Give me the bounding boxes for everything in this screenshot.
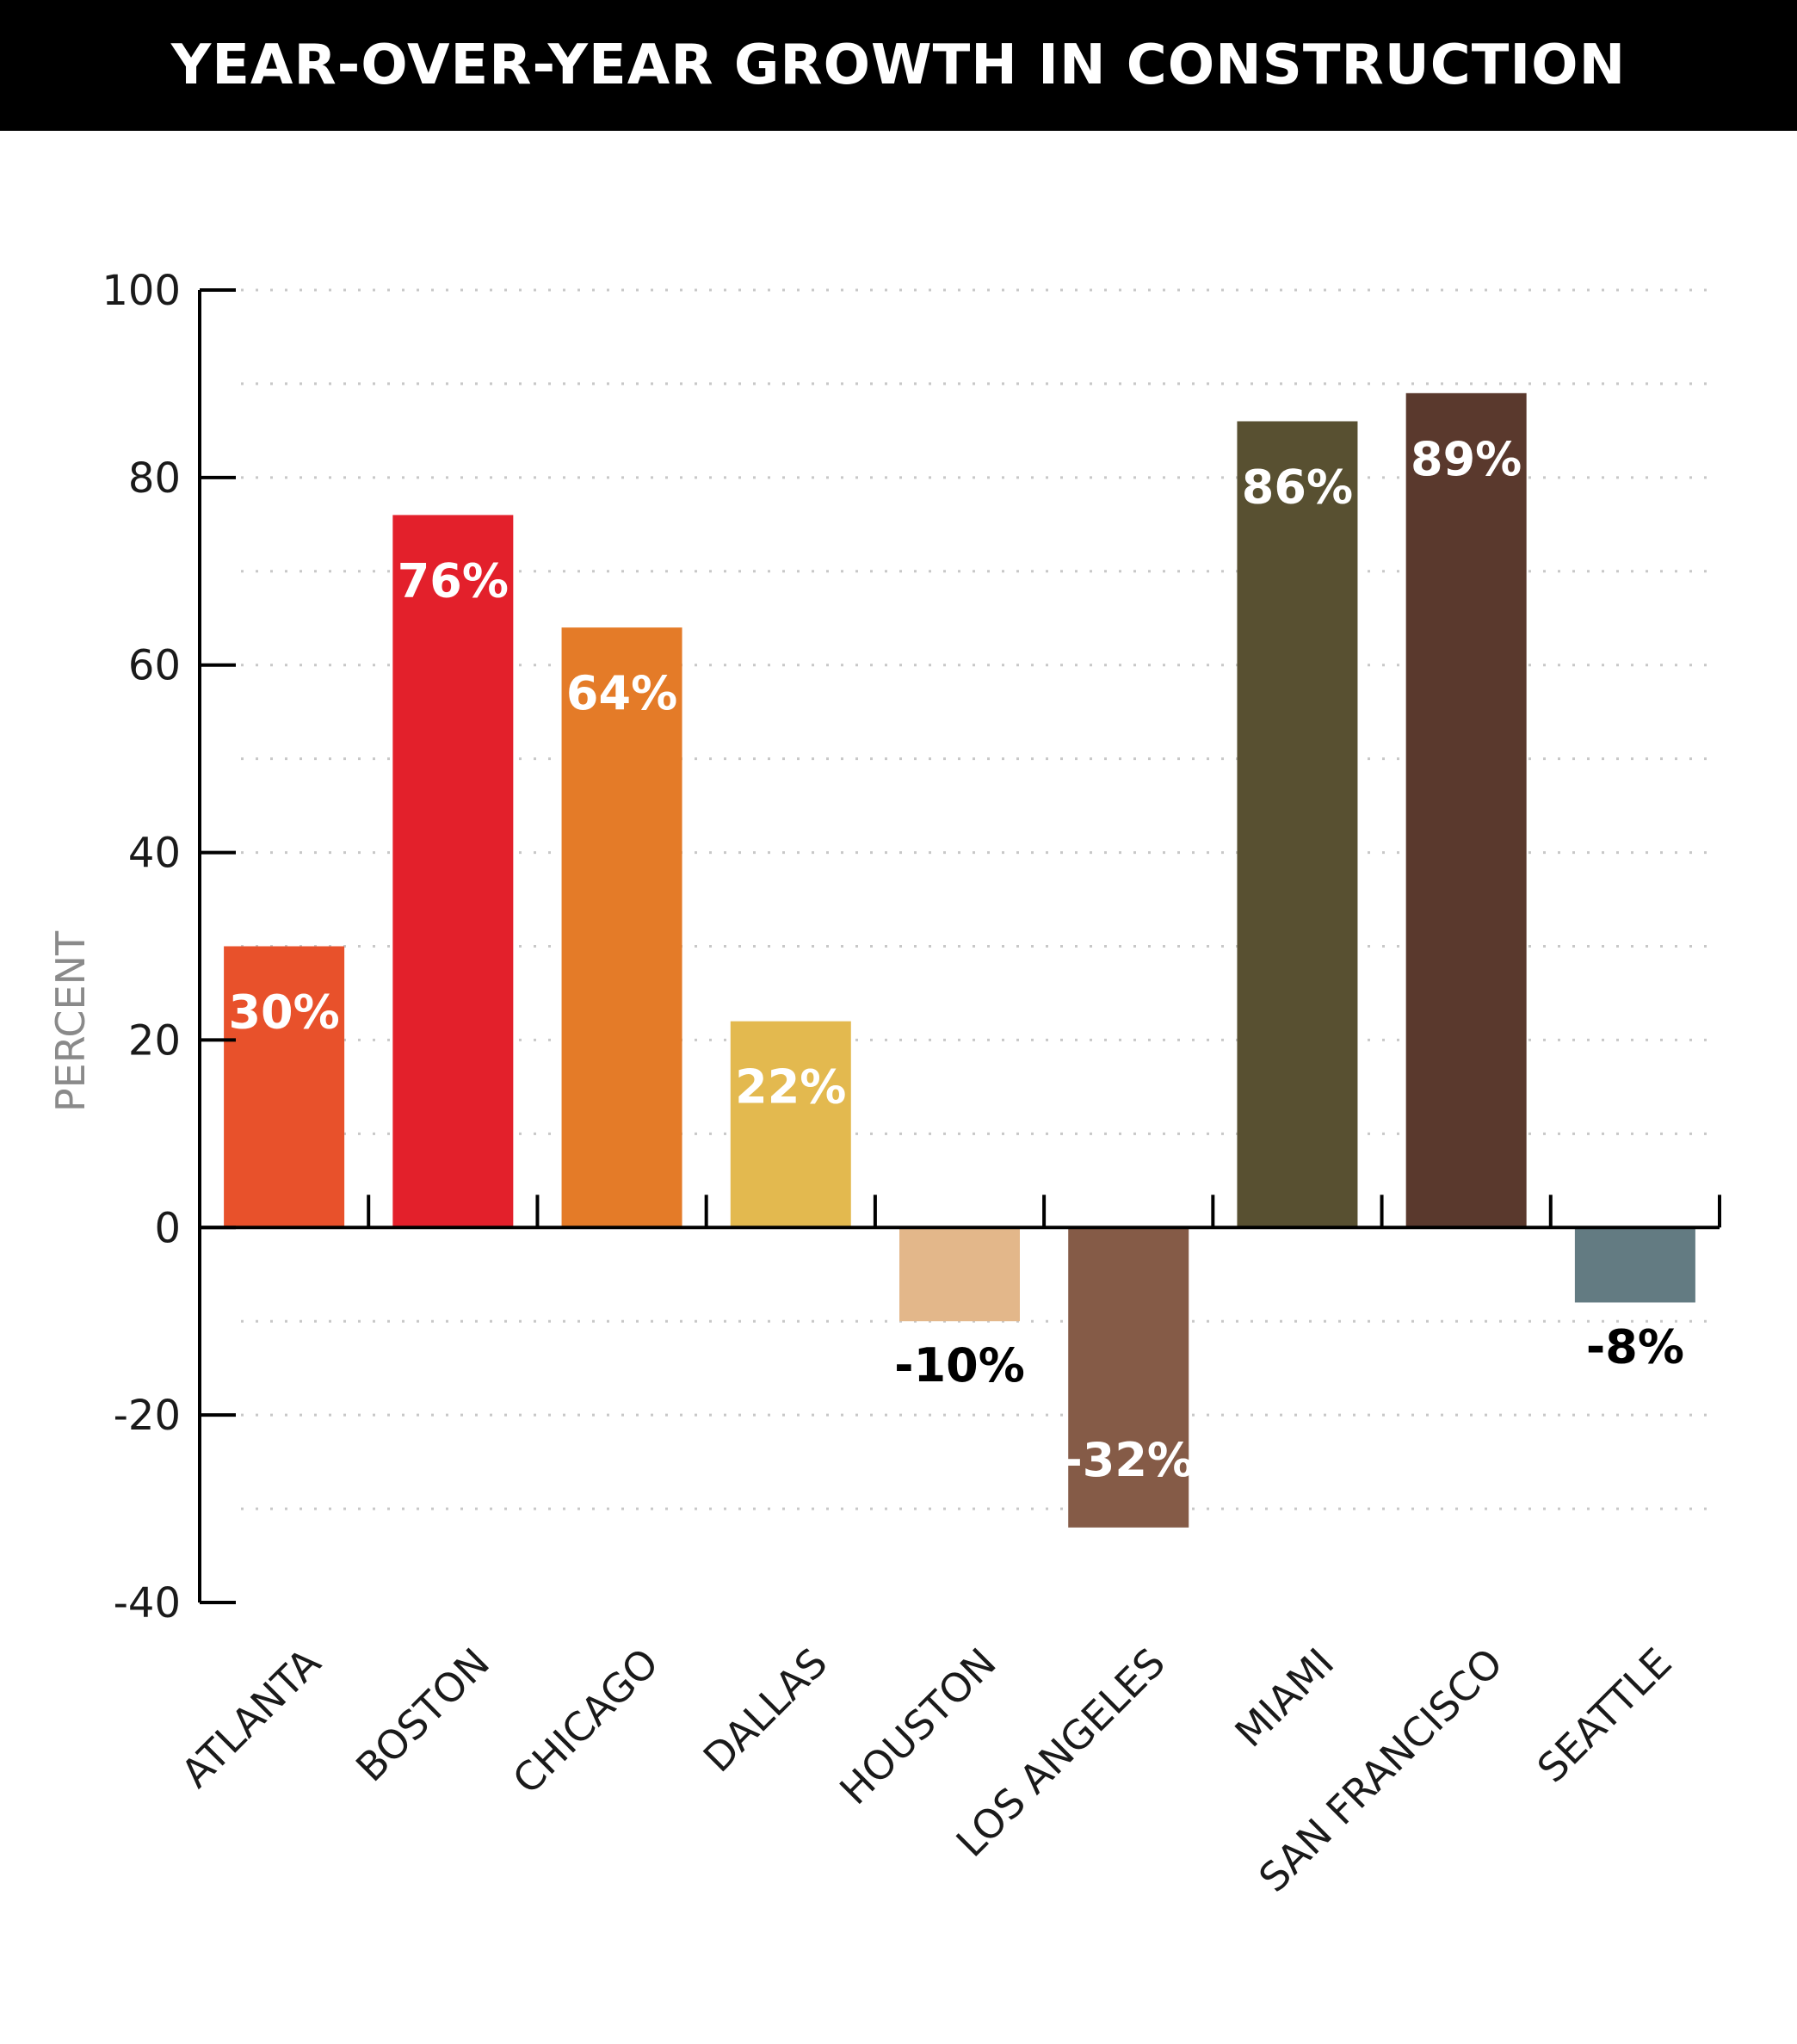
- data-label: 22%: [735, 1060, 846, 1115]
- data-label: 89%: [1411, 432, 1522, 486]
- data-label: -32%: [1063, 1433, 1194, 1487]
- data-label: 30%: [228, 985, 339, 1040]
- bar-seattle: [1574, 1227, 1695, 1303]
- title-bar: YEAR-OVER-YEAR GROWTH IN CONSTRUCTION: [0, 0, 1797, 131]
- category-label: DALLAS: [695, 1640, 837, 1782]
- category-label: ATLANTA: [172, 1639, 330, 1796]
- y-tick-label: 80: [128, 454, 181, 503]
- bar-dallas: [730, 1021, 851, 1228]
- bars: [224, 392, 1695, 1528]
- y-tick-label: 60: [128, 642, 181, 690]
- bar-san-francisco: [1405, 392, 1527, 1228]
- category-label: SEATTLE: [1528, 1640, 1681, 1792]
- category-label: CHICAGO: [503, 1640, 667, 1803]
- y-tick-label: -20: [114, 1392, 181, 1440]
- category-label: MIAMI: [1226, 1640, 1343, 1757]
- data-label: 64%: [566, 666, 677, 720]
- bar-chicago: [561, 627, 682, 1228]
- data-label: -8%: [1586, 1319, 1684, 1374]
- axes: [198, 288, 1721, 1604]
- bar-los-angeles: [1068, 1227, 1189, 1528]
- data-label: -10%: [894, 1338, 1025, 1393]
- y-tick-label: -40: [114, 1579, 181, 1627]
- category-label: BOSTON: [347, 1640, 498, 1791]
- y-tick-label: 40: [128, 830, 181, 878]
- y-tick-label: 20: [128, 1016, 181, 1065]
- y-tick-label: 100: [102, 267, 181, 315]
- y-tick-label: 0: [154, 1204, 181, 1252]
- grid-lines: [241, 288, 1708, 1510]
- bar-atlanta: [224, 946, 345, 1228]
- bar-boston: [392, 515, 514, 1228]
- data-label: 76%: [398, 553, 509, 608]
- category-label: HOUSTON: [831, 1640, 1005, 1814]
- y-axis-label: PERCENT: [47, 930, 94, 1112]
- bar-miami: [1237, 421, 1358, 1228]
- chart-title: YEAR-OVER-YEAR GROWTH IN CONSTRUCTION: [170, 34, 1627, 97]
- bar-houston: [899, 1227, 1020, 1322]
- data-label: 86%: [1242, 460, 1353, 515]
